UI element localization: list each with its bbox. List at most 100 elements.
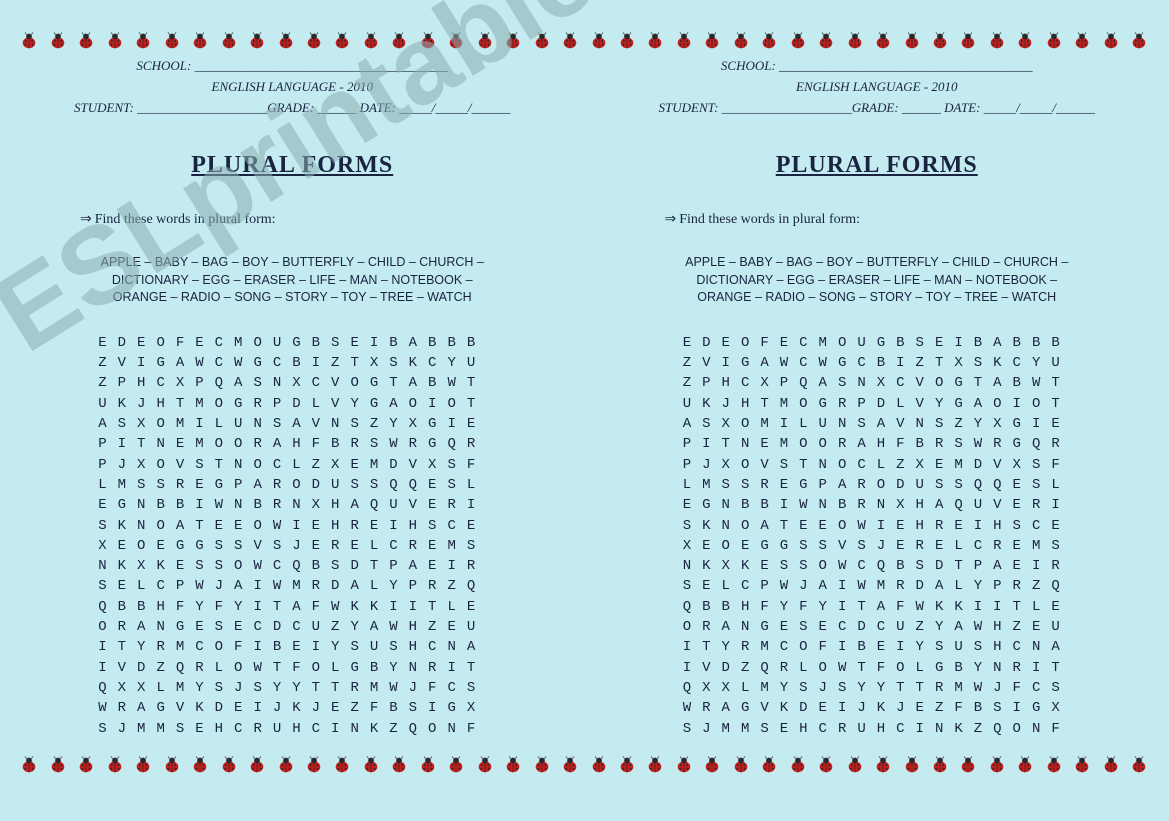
instruction-line: ⇒Find these words in plural form: [615,211,1140,228]
header-block: SCHOOL: ________________________________… [615,56,1140,118]
ladybug-icon [419,756,437,774]
ladybug-icon [77,756,95,774]
ladybug-icon [533,32,551,50]
course-line: ENGLISH LANGUAGE - 2010 [30,77,555,98]
ladybug-icon [134,32,152,50]
worksheet-title: PLURAL FORMS [615,152,1140,179]
ladybug-icon [163,32,181,50]
ladybug-icon [1045,756,1063,774]
ladybug-icon [248,756,266,774]
bottom-border [0,756,1169,774]
ladybug-icon [874,756,892,774]
ladybug-icon [305,32,323,50]
ladybug-icon [1073,756,1091,774]
ladybug-icon [134,756,152,774]
ladybug-icon [903,32,921,50]
ladybug-icon [305,756,323,774]
ladybug-icon [419,32,437,50]
ladybug-icon [675,32,693,50]
ladybug-icon [191,32,209,50]
ladybug-icon [561,32,579,50]
school-line: SCHOOL: ________________________________… [30,56,555,77]
ladybug-icon [675,756,693,774]
ladybug-icon [988,756,1006,774]
ladybug-icon [1130,756,1148,774]
ladybug-icon [1102,756,1120,774]
ladybug-icon [988,32,1006,50]
worksheet-page: ESLprintables.com SCHOOL: ______________… [0,0,1169,821]
ladybug-icon [703,756,721,774]
ladybug-icon [846,756,864,774]
ladybug-icon [447,756,465,774]
ladybug-icon [618,756,636,774]
ladybug-icon [476,32,494,50]
student-line: STUDENT: ____________________GRADE: ____… [30,98,555,119]
ladybug-icon [220,32,238,50]
ladybug-icon [504,756,522,774]
ladybug-icon [533,756,551,774]
ladybug-icon [1130,32,1148,50]
arrow-icon: ⇒ [80,212,92,227]
ladybug-icon [789,756,807,774]
ladybug-icon [817,756,835,774]
ladybug-icon [760,756,778,774]
ladybug-icon [49,756,67,774]
ladybug-icon [1016,756,1034,774]
ladybug-icon [1016,32,1034,50]
ladybug-icon [163,756,181,774]
ladybug-icon [333,756,351,774]
ladybug-icon [447,32,465,50]
ladybug-icon [220,756,238,774]
ladybug-icon [760,32,778,50]
ladybug-icon [646,32,664,50]
ladybug-icon [476,756,494,774]
ladybug-icon [191,756,209,774]
ladybug-icon [903,756,921,774]
ladybug-icon [390,756,408,774]
school-line: SCHOOL: ________________________________… [615,56,1140,77]
wordlist-line: APPLE – BABY – BAG – BOY – BUTTERFLY – C… [615,254,1140,272]
ladybug-icon [248,32,266,50]
ladybug-icon [703,32,721,50]
wordlist-line: ORANGE – RADIO – SONG – STORY – TOY – TR… [615,289,1140,307]
wordsearch-grid: EDEOFECMOUGBSEIBABBB ZVIGAWCWGCBIZTXSKCY… [30,333,555,739]
ladybug-icon [20,32,38,50]
ladybug-icon [732,32,750,50]
worksheet-left: SCHOOL: ________________________________… [0,56,585,739]
ladybug-icon [333,32,351,50]
worksheet-right: SCHOOL: ________________________________… [585,56,1169,739]
wordlist-line: DICTIONARY – EGG – ERASER – LIFE – MAN –… [30,272,555,290]
ladybug-icon [390,32,408,50]
ladybug-icon [590,32,608,50]
wordsearch-grid: EDEOFECMOUGBSEIBABBB ZVIGAWCWGCBIZTXSKCY… [615,333,1140,739]
ladybug-icon [1073,32,1091,50]
ladybug-icon [817,32,835,50]
content-wrap: SCHOOL: ________________________________… [0,56,1169,739]
ladybug-icon [20,756,38,774]
ladybug-icon [106,32,124,50]
word-list: APPLE – BABY – BAG – BOY – BUTTERFLY – C… [615,254,1140,307]
ladybug-icon [590,756,608,774]
student-line: STUDENT: ____________________GRADE: ____… [615,98,1140,119]
ladybug-icon [504,32,522,50]
ladybug-icon [277,32,295,50]
worksheet-title: PLURAL FORMS [30,152,555,179]
ladybug-icon [874,32,892,50]
ladybug-icon [106,756,124,774]
wordlist-line: DICTIONARY – EGG – ERASER – LIFE – MAN –… [615,272,1140,290]
word-list: APPLE – BABY – BAG – BOY – BUTTERFLY – C… [30,254,555,307]
header-block: SCHOOL: ________________________________… [30,56,555,118]
ladybug-icon [277,756,295,774]
ladybug-icon [846,32,864,50]
ladybug-icon [618,32,636,50]
ladybug-icon [362,32,380,50]
ladybug-icon [959,32,977,50]
top-border [0,32,1169,50]
ladybug-icon [789,32,807,50]
arrow-icon: ⇒ [665,212,677,227]
wordlist-line: APPLE – BABY – BAG – BOY – BUTTERFLY – C… [30,254,555,272]
ladybug-icon [732,756,750,774]
ladybug-icon [77,32,95,50]
ladybug-icon [49,32,67,50]
ladybug-icon [1102,32,1120,50]
